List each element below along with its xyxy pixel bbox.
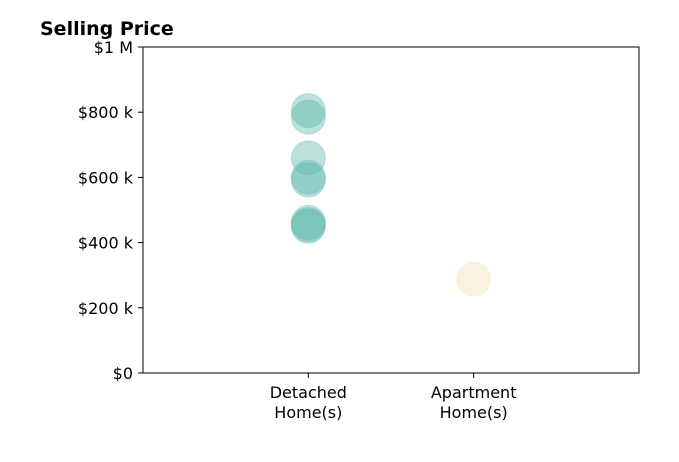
y-axis: $0 $200 k $400 k $600 k $800 k $1 M (78, 38, 143, 383)
data-point (290, 204, 326, 240)
data-point (290, 140, 326, 176)
chart-title: Selling Price (40, 18, 174, 40)
y-tick-label: $400 k (78, 234, 134, 253)
data-point (290, 207, 326, 243)
data-point (456, 261, 492, 297)
x-tick-label: Apartment (431, 383, 517, 402)
data-point (290, 93, 326, 129)
y-tick-label: $800 k (78, 103, 134, 122)
x-tick-label: Detached (270, 383, 347, 402)
x-tick-label: Home(s) (440, 403, 508, 422)
data-point (290, 208, 326, 244)
y-tick-label: $1 M (94, 38, 133, 57)
data-point (290, 159, 326, 195)
data-point (290, 162, 326, 198)
y-tick-label: $0 (113, 364, 133, 383)
y-tick-label: $600 k (78, 168, 134, 187)
y-tick-label: $200 k (78, 299, 134, 318)
data-point (290, 99, 326, 135)
data-points (290, 93, 492, 297)
plot-frame (142, 46, 640, 374)
x-tick-label: Home(s) (274, 403, 342, 422)
